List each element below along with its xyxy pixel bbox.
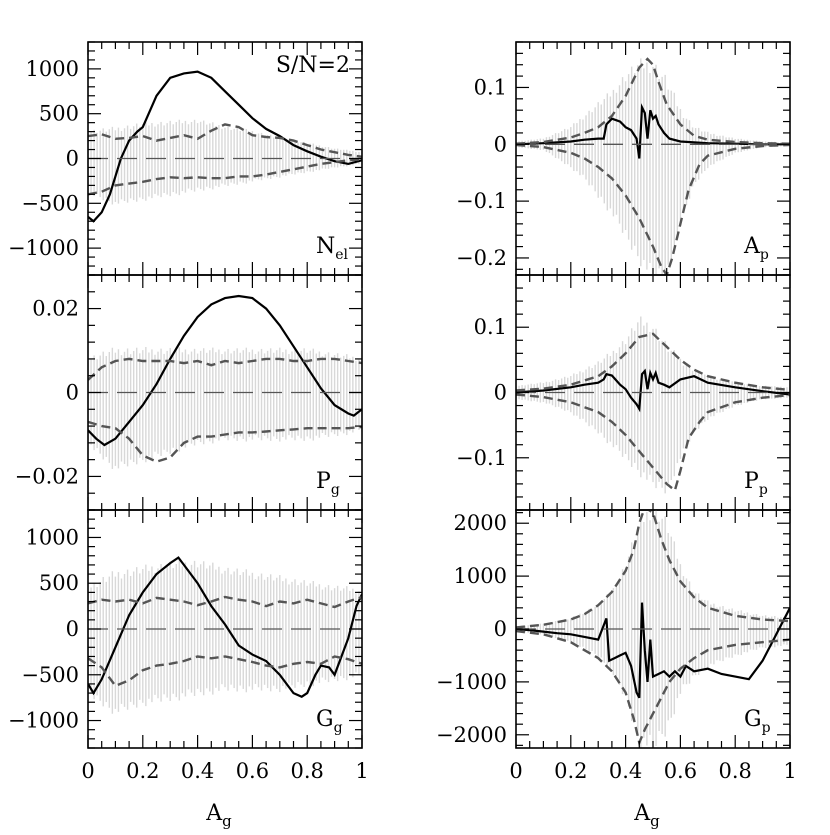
series-dashed-1 xyxy=(516,57,790,145)
y-tick-label: 0 xyxy=(66,147,79,171)
x-axis-label: Ag xyxy=(205,801,232,830)
y-tick-label: 2000 xyxy=(454,511,507,535)
y-tick-label: 0 xyxy=(66,381,79,405)
y-tick-label: 1000 xyxy=(26,57,79,81)
plot-area-pg xyxy=(88,294,362,469)
annotation-sn: S/N=2 xyxy=(276,53,350,78)
panel-gp: −2000 −1000 0 1000 2000 0 0.2 0.4 0.6 0.8 1 Ag Gp xyxy=(436,509,797,830)
series-dashed-2 xyxy=(516,143,790,275)
x-tick-label: 1 xyxy=(355,759,368,783)
plot-area-pp xyxy=(516,316,790,494)
series-dashed-1 xyxy=(516,332,790,392)
panel-label: Pg xyxy=(316,469,340,498)
series-solid-0 xyxy=(516,602,790,699)
series-solid-0 xyxy=(516,103,790,159)
panel-ap: −0.2 −0.1 0 0.1 Ap xyxy=(456,41,791,276)
y-tick-label: −2000 xyxy=(436,723,507,747)
y-tick-label: 1000 xyxy=(454,564,507,588)
series-dashed-2 xyxy=(88,655,362,688)
panel-pg: −0.02 0 0.02 Pg xyxy=(15,274,363,511)
x-tick-label: 0.2 xyxy=(126,759,159,783)
series-solid-0 xyxy=(88,70,362,223)
y-tick-label: −0.02 xyxy=(15,464,79,488)
y-tick-label: −500 xyxy=(21,663,79,687)
series-dashed-2 xyxy=(516,629,790,747)
series-dashed-1 xyxy=(516,510,790,629)
panel-label: Gp xyxy=(744,707,771,736)
series-solid-0 xyxy=(88,556,362,698)
x-tick-label: 0.6 xyxy=(236,759,269,783)
series-dashed-1 xyxy=(88,357,362,381)
y-tick-label: 0 xyxy=(494,132,507,156)
panel-gg: −1000 −500 0 500 1000 0 0.2 0.4 0.6 0.8 1 Ag Gg xyxy=(8,509,369,830)
y-tick-label: −0.1 xyxy=(456,189,507,213)
y-tick-label: 500 xyxy=(39,102,79,126)
panel-label: Ap xyxy=(743,234,769,263)
series-dashed-2 xyxy=(88,158,362,196)
x-tick-label: 0 xyxy=(509,759,522,783)
x-tick-label: 0.8 xyxy=(718,759,751,783)
x-tick-label: 0.2 xyxy=(554,759,587,783)
series-solid-0 xyxy=(516,368,790,413)
y-tick-label: −1000 xyxy=(8,236,79,260)
y-tick-label: 500 xyxy=(39,571,79,595)
y-tick-label: −1000 xyxy=(8,709,79,733)
y-tick-label: 0.02 xyxy=(32,297,79,321)
y-tick-label: 1000 xyxy=(26,525,79,549)
y-tick-label: −0.1 xyxy=(456,446,507,470)
y-tick-label: 0 xyxy=(66,617,79,641)
y-tick-label: 0 xyxy=(494,617,507,641)
panel-label: Pp xyxy=(744,469,768,498)
x-axis-label: Ag xyxy=(633,801,660,830)
plot-area-ap xyxy=(516,57,790,275)
panel-pp: −0.1 0 0.1 Pp xyxy=(456,274,791,511)
x-tick-label: 0.6 xyxy=(664,759,697,783)
y-tick-label: −1000 xyxy=(436,670,507,694)
panel-label: Gg xyxy=(316,707,343,736)
y-tick-label: 0 xyxy=(494,381,507,405)
y-tick-label: 0.1 xyxy=(474,75,507,99)
y-tick-label: 0.1 xyxy=(474,315,507,339)
series-solid-0 xyxy=(88,294,362,447)
plot-area-gp xyxy=(516,510,790,748)
x-tick-label: 0 xyxy=(81,759,94,783)
panel-label: Nel xyxy=(316,234,349,263)
plot-area-gg xyxy=(88,556,362,714)
y-tick-label: −500 xyxy=(21,191,79,215)
series-dashed-1 xyxy=(88,595,362,609)
x-tick-label: 0.4 xyxy=(609,759,642,783)
series-dashed-1 xyxy=(88,123,362,158)
panel-nel: −1000 −500 0 500 1000 Nel S/N=2 xyxy=(8,41,363,276)
x-tick-label: 0.4 xyxy=(181,759,214,783)
plot-area-nel xyxy=(88,70,362,223)
x-tick-label: 1 xyxy=(783,759,796,783)
x-tick-label: 0.8 xyxy=(290,759,323,783)
y-tick-label: −0.2 xyxy=(456,246,507,270)
series-dashed-2 xyxy=(88,420,362,463)
series-dashed-2 xyxy=(516,393,790,493)
